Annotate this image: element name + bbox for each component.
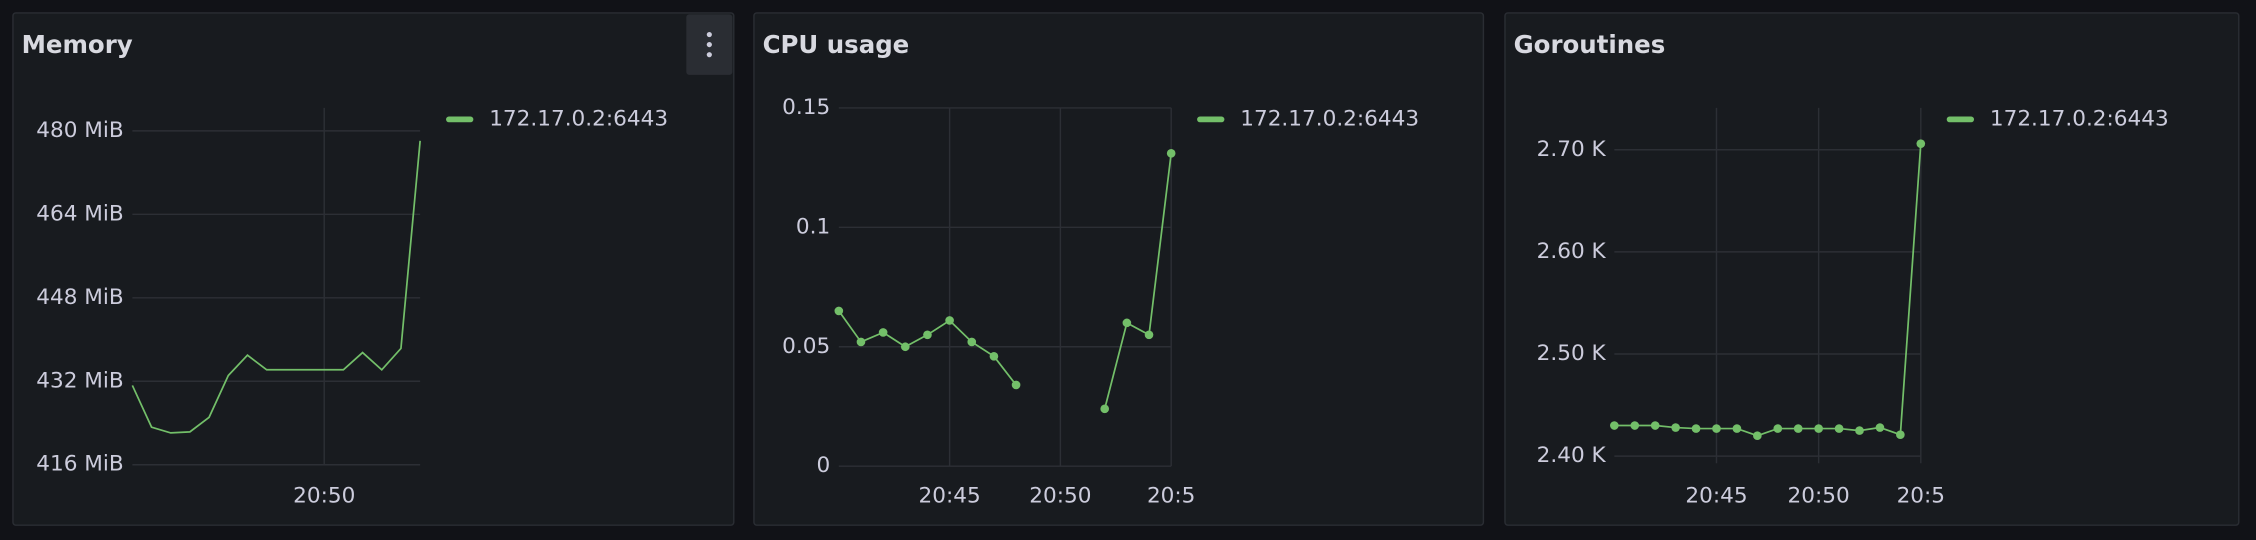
panel-menu[interactable] bbox=[686, 14, 733, 75]
y-tick-label: 416 MiB bbox=[36, 452, 123, 477]
data-point bbox=[1773, 424, 1783, 433]
y-tick-label: 432 MiB bbox=[36, 368, 123, 393]
panel-title: CPU usage bbox=[763, 30, 910, 59]
series-line bbox=[1614, 143, 1922, 437]
x-tick-label: 20:5 bbox=[1897, 483, 1945, 508]
data-point bbox=[1122, 318, 1132, 328]
data-point bbox=[1671, 423, 1680, 432]
data-point bbox=[1166, 148, 1176, 158]
x-tick-label: 20:45 bbox=[1685, 483, 1747, 508]
panel-title: Memory bbox=[22, 30, 133, 59]
y-tick-label: 0.15 bbox=[782, 95, 830, 120]
data-point bbox=[1630, 421, 1640, 430]
legend-label: 172.17.0.2:6443 bbox=[489, 106, 668, 131]
legend-label: 172.17.0.2:6443 bbox=[1240, 106, 1419, 131]
data-point bbox=[1732, 424, 1742, 433]
data-point bbox=[1916, 139, 1926, 148]
data-point bbox=[878, 328, 888, 337]
x-tick-label: 20:45 bbox=[919, 483, 981, 508]
data-point bbox=[1855, 426, 1864, 435]
data-point bbox=[1650, 421, 1660, 430]
y-tick-label: 0.05 bbox=[782, 334, 830, 359]
panel bbox=[1504, 12, 2240, 526]
panel-title: Goroutines bbox=[1514, 30, 1666, 59]
data-point bbox=[989, 351, 999, 361]
data-point bbox=[1610, 421, 1619, 430]
data-point bbox=[1011, 380, 1021, 390]
panel bbox=[12, 12, 735, 526]
data-point bbox=[1793, 424, 1803, 433]
y-tick-label: 0.1 bbox=[796, 214, 830, 239]
data-point bbox=[856, 337, 866, 347]
data-point bbox=[1896, 430, 1905, 440]
data-point bbox=[900, 342, 910, 352]
y-tick-label: 2.60 K bbox=[1537, 239, 1607, 264]
series-line bbox=[131, 140, 421, 434]
data-point bbox=[1691, 424, 1701, 433]
data-point bbox=[1834, 424, 1844, 433]
data-point bbox=[1814, 424, 1823, 433]
y-tick-label: 2.40 K bbox=[1537, 443, 1607, 468]
data-point bbox=[945, 316, 954, 325]
y-tick-label: 2.70 K bbox=[1537, 137, 1607, 162]
y-tick-label: 480 MiB bbox=[36, 118, 123, 143]
data-point bbox=[1753, 431, 1762, 441]
data-point bbox=[1144, 330, 1154, 340]
data-point bbox=[1712, 424, 1721, 433]
y-tick-label: 2.50 K bbox=[1537, 341, 1607, 366]
data-point bbox=[923, 330, 932, 340]
data-point bbox=[1100, 404, 1110, 414]
x-tick-label: 20:50 bbox=[1788, 483, 1850, 508]
data-point bbox=[967, 337, 977, 347]
y-tick-label: 448 MiB bbox=[36, 285, 123, 310]
x-tick-label: 20:50 bbox=[1029, 483, 1091, 508]
y-tick-label: 0 bbox=[816, 453, 830, 478]
y-tick-label: 464 MiB bbox=[36, 201, 123, 226]
dashboard-root: Memory 416 MiB 432 MiB 448 MiB 464 MiB 480 Mi… bbox=[12, 12, 2240, 526]
x-tick-label: 20:5 bbox=[1147, 483, 1195, 508]
panel bbox=[753, 12, 1485, 526]
data-point bbox=[1875, 423, 1885, 432]
x-tick-label: 20:50 bbox=[293, 483, 355, 508]
legend-label: 172.17.0.2:6443 bbox=[1990, 106, 2169, 131]
data-point bbox=[834, 306, 844, 316]
